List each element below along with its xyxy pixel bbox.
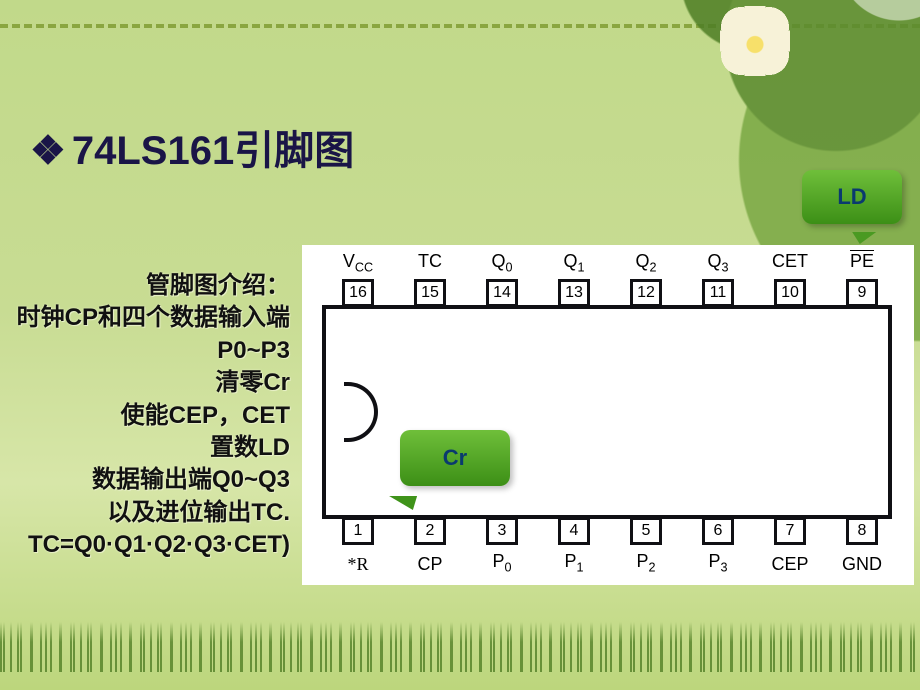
- slide-title: ❖74LS161引脚图: [30, 118, 354, 176]
- callout-ld-text: LD: [837, 184, 866, 210]
- pin-label-5: P2: [636, 551, 655, 575]
- pin-label-14: Q0: [491, 251, 512, 275]
- pin-6: 6: [702, 517, 734, 545]
- callout-cr: Cr: [400, 430, 510, 486]
- pin-11: 11: [702, 279, 734, 307]
- pin-2: 2: [414, 517, 446, 545]
- pin-label-3: P0: [492, 551, 511, 575]
- pin-label-2: CP: [417, 554, 442, 575]
- callout-cr-text: Cr: [443, 445, 467, 471]
- pin-15: 15: [414, 279, 446, 307]
- pin-7: 7: [774, 517, 806, 545]
- pin-label-16: VCC: [343, 251, 373, 275]
- chip-diagram: 16 VCC 15 TC 14 Q0 13 Q1 12 Q2 11 Q3 10 CET 9 PE 1 *R 2 CP 3…: [302, 245, 914, 585]
- pin-label-8: GND: [842, 554, 882, 575]
- pin-3: 3: [486, 517, 518, 545]
- pin-label-11: Q3: [707, 251, 728, 275]
- bullet-icon: ❖: [30, 129, 66, 173]
- pin-12: 12: [630, 279, 662, 307]
- pin-16: 16: [342, 279, 374, 307]
- pin-label-15: TC: [418, 251, 442, 272]
- pin-label-10: CET: [772, 251, 808, 272]
- chip-body: [322, 305, 892, 519]
- title-text: 74LS161引脚图: [72, 129, 354, 173]
- pin-label-4: P1: [564, 551, 583, 575]
- pin-10: 10: [774, 279, 806, 307]
- pin-label-7: CEP: [771, 554, 808, 575]
- lotus-flower: [720, 6, 790, 76]
- pin-intro-text: 管脚图介绍： 时钟CP和四个数据输入端 P0~P3 清零Cr 使能CEP，CET…: [0, 270, 290, 562]
- callout-ld: LD: [802, 170, 902, 224]
- pin-label-12: Q2: [635, 251, 656, 275]
- pin-label-9: PE: [850, 251, 874, 272]
- pin-1: 1: [342, 517, 374, 545]
- pin-8: 8: [846, 517, 878, 545]
- chip-notch: [344, 382, 378, 442]
- pin-label-1: *R: [347, 554, 368, 575]
- grass-strip: [0, 622, 920, 672]
- pin-4: 4: [558, 517, 590, 545]
- pin-5: 5: [630, 517, 662, 545]
- pin-9: 9: [846, 279, 878, 307]
- pin-13: 13: [558, 279, 590, 307]
- pin-label-13: Q1: [563, 251, 584, 275]
- pin-label-6: P3: [708, 551, 727, 575]
- pin-14: 14: [486, 279, 518, 307]
